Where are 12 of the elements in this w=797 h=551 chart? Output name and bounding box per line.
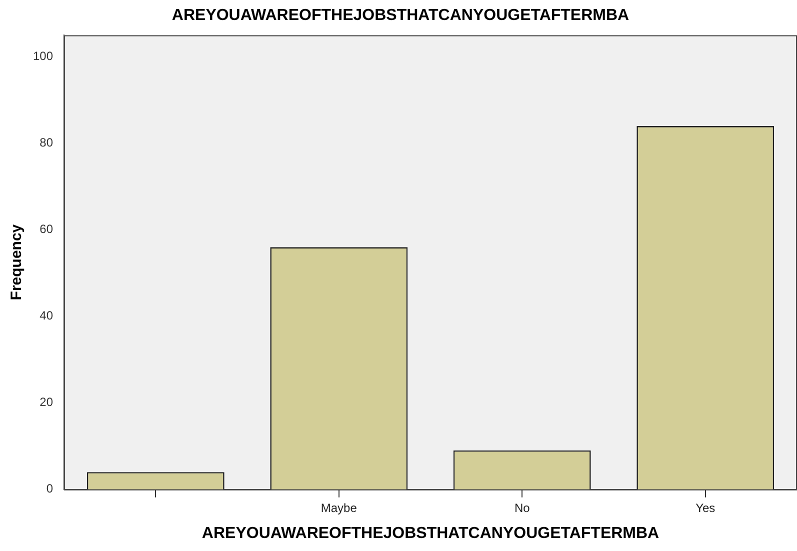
y-tick-label: 60 [40, 222, 54, 236]
y-tick-label: 80 [40, 136, 54, 150]
x-tick-label: No [514, 500, 530, 515]
y-axis-title: Frequency [8, 224, 26, 300]
x-axis-title: AREYOUAWAREOFTHEJOBSTHATCANYOUGETAFTERMBA [202, 524, 660, 542]
chart-title: AREYOUAWAREOFTHEJOBSTHATCANYOUGETAFTERMBA [172, 7, 630, 24]
y-tick-label: 40 [40, 308, 54, 323]
x-tick-label: Yes [696, 500, 716, 515]
y-tick-label: 100 [32, 49, 54, 64]
x-tick-label: Maybe [320, 500, 358, 515]
y-tick-label: 20 [40, 395, 54, 410]
y-tick-label: 0 [46, 482, 54, 496]
